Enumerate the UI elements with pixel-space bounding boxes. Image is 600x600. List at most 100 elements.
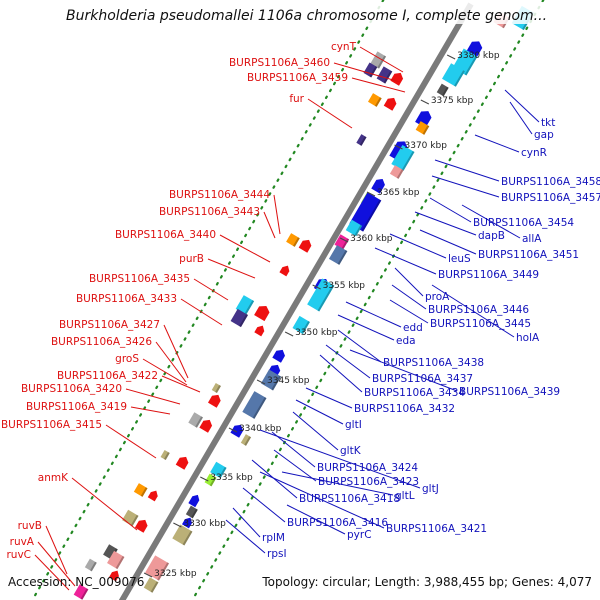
gene-block[interactable] [389, 165, 404, 179]
gene-label-rplm[interactable]: rplM [262, 532, 285, 544]
gene-label-burps1106a-3458[interactable]: BURPS1106A_3458 [501, 176, 600, 188]
gene-arrow[interactable] [279, 264, 291, 277]
gene-label-purb[interactable]: purB [179, 253, 204, 265]
gene-arrow[interactable] [134, 517, 150, 533]
gene-arrow[interactable] [254, 324, 266, 337]
gene-block[interactable] [73, 584, 89, 600]
gene-arrow[interactable] [188, 493, 201, 508]
gene-block[interactable] [260, 369, 282, 391]
gene-block[interactable] [442, 63, 465, 87]
gene-label-burps1106a-3415[interactable]: BURPS1106A_3415 [1, 419, 102, 431]
gene-block[interactable] [391, 144, 415, 172]
gene-block[interactable] [133, 483, 148, 497]
gene-block[interactable] [356, 134, 367, 146]
gene-block[interactable] [145, 555, 170, 581]
gene-arrow[interactable] [371, 176, 387, 194]
gene-block[interactable] [368, 93, 382, 107]
gene-block[interactable] [204, 473, 217, 487]
gene-label-tkt[interactable]: tkt [541, 117, 555, 129]
gene-arrow[interactable] [175, 454, 191, 470]
gene-label-burps1106a-3416[interactable]: BURPS1106A_3416 [287, 517, 388, 529]
gene-label-leus[interactable]: leuS [448, 253, 471, 265]
gene-label-burps1106a-3457[interactable]: BURPS1106A_3457 [501, 192, 600, 204]
gene-label-ruvc[interactable]: ruvC [6, 549, 31, 561]
gene-arrow[interactable] [390, 70, 405, 86]
gene-label-cynr[interactable]: cynR [521, 147, 547, 159]
gene-label-ruvb[interactable]: ruvB [18, 520, 42, 532]
gene-label-burps1106a-3438[interactable]: BURPS1106A_3438 [383, 357, 484, 369]
gene-label-burps1106a-3418[interactable]: BURPS1106A_3418 [299, 493, 400, 505]
gene-label-burps1106a-3419[interactable]: BURPS1106A_3419 [26, 401, 127, 413]
gene-label-burps1106a-3446[interactable]: BURPS1106A_3446 [428, 304, 529, 316]
gene-block[interactable] [84, 558, 97, 572]
gene-label-burps1106a-3444[interactable]: BURPS1106A_3444 [169, 189, 270, 201]
gene-label-burps1106a-3432[interactable]: BURPS1106A_3432 [354, 403, 455, 415]
gene-label-gros[interactable]: groS [115, 353, 139, 365]
gene-label-burps1106a-3439[interactable]: BURPS1106A_3439 [459, 386, 560, 398]
gene-label-burps1106a-3449[interactable]: BURPS1106A_3449 [438, 269, 539, 281]
gene-arrow[interactable] [199, 417, 214, 433]
gene-label-burps1106a-3440[interactable]: BURPS1106A_3440 [115, 229, 216, 241]
gene-block[interactable] [345, 219, 363, 237]
gene-block[interactable] [107, 550, 125, 570]
gene-block[interactable] [122, 509, 139, 527]
gene-label-burps1106a-3420[interactable]: BURPS1106A_3420 [21, 383, 122, 395]
gene-block[interactable] [240, 434, 252, 446]
gene-label-burps1106a-3423[interactable]: BURPS1106A_3423 [318, 476, 419, 488]
gene-block[interactable] [349, 192, 382, 232]
gene-arrow[interactable] [147, 489, 160, 502]
gene-label-rpsi[interactable]: rpsI [267, 548, 287, 560]
gene-label-pyrc[interactable]: pyrC [347, 529, 372, 541]
gene-block[interactable] [328, 245, 348, 265]
gene-block[interactable] [235, 295, 255, 315]
gene-block[interactable] [210, 461, 227, 479]
gene-label-eda[interactable]: eda [396, 335, 416, 347]
gene-arrow[interactable] [230, 422, 245, 438]
gene-block[interactable] [436, 83, 449, 97]
gene-block[interactable] [376, 66, 393, 84]
gene-block[interactable] [242, 391, 267, 419]
gene-arrow[interactable] [207, 392, 223, 408]
gene-label-anmk[interactable]: anmK [38, 472, 69, 484]
gene-label-gltl[interactable]: gltL [395, 490, 415, 502]
gene-label-alla[interactable]: allA [522, 233, 542, 245]
gene-arrow[interactable] [298, 237, 314, 253]
gene-label-burps1106a-3433[interactable]: BURPS1106A_3433 [76, 293, 177, 305]
gene-label-burps1106a-3421[interactable]: BURPS1106A_3421 [386, 523, 487, 535]
gene-block[interactable] [143, 577, 159, 593]
gene-label-burps1106a-3454[interactable]: BURPS1106A_3454 [473, 217, 574, 229]
gene-label-burps1106a-3434[interactable]: BURPS1106A_3434 [364, 387, 465, 399]
gene-block[interactable] [172, 524, 193, 546]
gene-arrow[interactable] [272, 347, 287, 363]
gene-block[interactable] [230, 308, 249, 328]
gene-label-burps1106a-3459[interactable]: BURPS1106A_3459 [247, 72, 348, 84]
gene-block[interactable] [188, 412, 203, 428]
gene-label-burps1106a-3451[interactable]: BURPS1106A_3451 [478, 249, 579, 261]
gene-label-glti[interactable]: gltI [345, 419, 362, 431]
gene-label-gltk[interactable]: gltK [340, 445, 362, 457]
gene-label-burps1106a-3437[interactable]: BURPS1106A_3437 [372, 373, 473, 385]
gene-label-burps1106a-3443[interactable]: BURPS1106A_3443 [159, 206, 260, 218]
gene-block[interactable] [185, 505, 198, 519]
gene-label-cynt[interactable]: cynT [331, 41, 357, 53]
gene-label-gltj[interactable]: gltJ [422, 483, 439, 495]
gene-arrow[interactable] [254, 303, 271, 322]
gene-block[interactable] [307, 278, 335, 312]
gene-label-proa[interactable]: proA [425, 291, 450, 303]
gene-label-edd[interactable]: edd [403, 322, 423, 334]
gene-block[interactable] [370, 51, 387, 69]
gene-arrow[interactable] [181, 516, 194, 529]
gene-arrow[interactable] [383, 95, 399, 111]
gene-block[interactable] [160, 450, 170, 460]
gene-block[interactable] [363, 62, 378, 78]
gene-label-dapb[interactable]: dapB [478, 230, 505, 242]
gene-label-fur[interactable]: fur [289, 93, 304, 105]
gene-label-hola[interactable]: holA [516, 332, 540, 344]
gene-block[interactable] [286, 233, 300, 247]
gene-label-gap[interactable]: gap [534, 129, 554, 141]
gene-label-ruva[interactable]: ruvA [10, 536, 35, 548]
gene-label-burps1106a-3427[interactable]: BURPS1106A_3427 [59, 319, 160, 331]
gene-label-burps1106a-3460[interactable]: BURPS1106A_3460 [229, 57, 330, 69]
gene-label-burps1106a-3424[interactable]: BURPS1106A_3424 [317, 462, 418, 474]
gene-label-burps1106a-3426[interactable]: BURPS1106A_3426 [51, 336, 152, 348]
